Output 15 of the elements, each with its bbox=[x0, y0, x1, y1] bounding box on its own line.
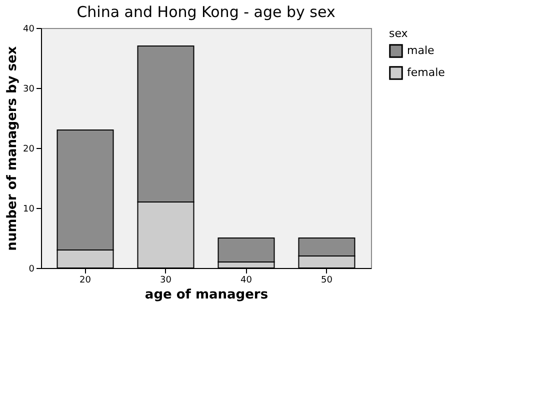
y-tick-label: 10 bbox=[23, 204, 35, 214]
x-tick-label: 20 bbox=[80, 276, 92, 286]
y-tick-label: 20 bbox=[23, 144, 35, 154]
x-tick-label: 50 bbox=[321, 276, 333, 286]
y-axis-title: number of managers by sex bbox=[5, 46, 20, 251]
legend-title: sex bbox=[389, 27, 408, 40]
legend-label: female bbox=[407, 66, 446, 79]
y-tick-label: 0 bbox=[28, 264, 35, 274]
x-axis-title: age of managers bbox=[144, 288, 268, 302]
y-tick-label: 30 bbox=[23, 84, 35, 94]
y-tick-label: 40 bbox=[23, 24, 35, 34]
chart-title: China and Hong Kong - age by sex bbox=[76, 3, 336, 21]
legend-label: male bbox=[407, 44, 435, 57]
x-tick-label: 40 bbox=[240, 276, 252, 286]
x-tick-label: 30 bbox=[160, 276, 172, 286]
